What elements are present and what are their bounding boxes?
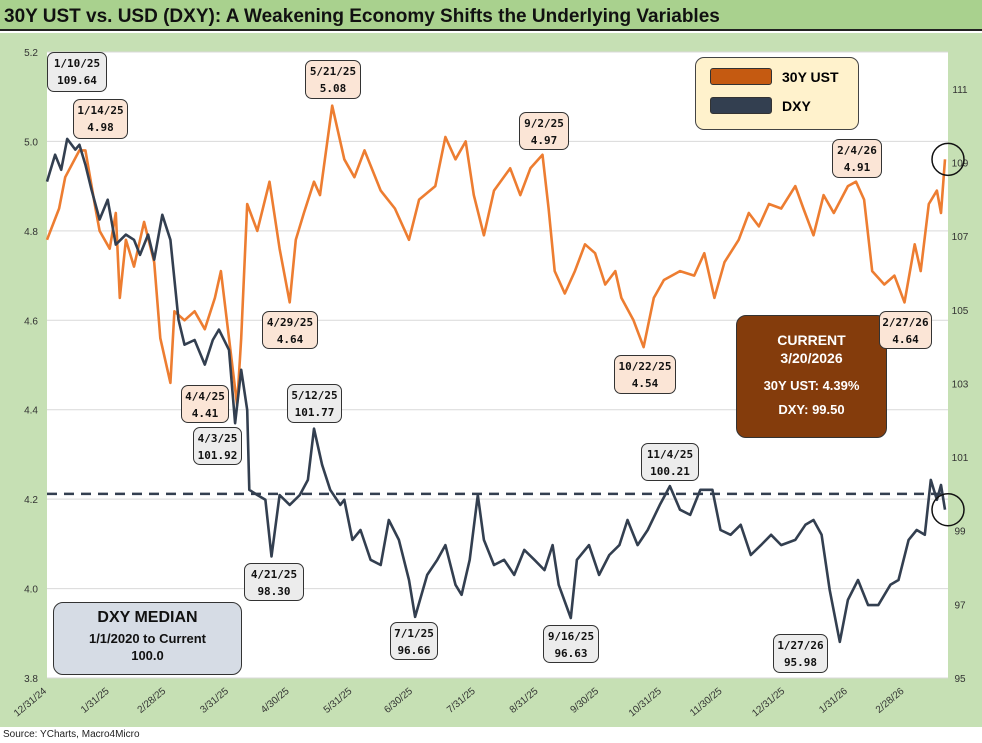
callout-dxy-11-4-25: 11/4/25 100.21 <box>641 443 699 481</box>
y-left-tick-label: 4.2 <box>24 495 38 506</box>
callout-dxy-4-3-25: 4/3/25 101.92 <box>193 427 242 465</box>
y-right-tick-label: 111 <box>952 85 968 96</box>
current-title: CURRENT <box>777 332 846 348</box>
x-tick-label: 3/31/25 <box>198 686 231 716</box>
x-tick-label: 10/31/25 <box>627 686 664 720</box>
callout-ust-4-4-25: 4/4/25 4.41 <box>181 385 229 423</box>
x-tick-label: 6/30/25 <box>382 686 415 716</box>
callout-ust-5-21-25: 5/21/25 5.08 <box>305 60 361 99</box>
y-right-tick-label: 101 <box>952 453 969 464</box>
legend-item-dxy: DXY <box>710 97 811 114</box>
y-right-tick-label: 95 <box>954 674 966 685</box>
dxy-median-box: DXY MEDIAN 1/1/2020 to Current 100.0 <box>53 602 242 675</box>
median-value: 100.0 <box>131 648 164 663</box>
chart-title: 30Y UST vs. USD (DXY): A Weakening Econo… <box>0 0 982 31</box>
legend-swatch-dxy <box>710 97 772 114</box>
x-tick-label: 12/31/24 <box>12 686 49 720</box>
median-period: 1/1/2020 to Current <box>88 631 207 646</box>
x-tick-label: 1/31/26 <box>817 686 850 716</box>
y-right-tick-label: 109 <box>952 158 969 169</box>
x-tick-label: 12/31/25 <box>750 686 787 720</box>
current-date: 3/20/2026 <box>780 350 843 366</box>
x-tick-label: 5/31/25 <box>322 686 355 716</box>
x-tick-label: 11/30/25 <box>688 686 725 719</box>
x-tick-label: 9/30/25 <box>568 686 601 716</box>
legend: 30Y UST DXY <box>695 57 859 130</box>
median-title: DXY MEDIAN <box>97 609 198 626</box>
y-left-tick-label: 3.8 <box>24 674 38 685</box>
callout-dxy-1-10-25: 1/10/25 109.64 <box>47 52 107 92</box>
legend-label-ust: 30Y UST <box>782 68 839 85</box>
current-ust-circle <box>931 142 965 177</box>
current-values-box: CURRENT 3/20/2026 30Y UST: 4.39% DXY: 99… <box>736 315 887 438</box>
callout-ust-9-2-25: 9/2/25 4.97 <box>519 112 569 150</box>
x-tick-label: 1/31/25 <box>79 686 112 716</box>
x-tick-label: 2/28/25 <box>136 686 169 716</box>
x-tick-label: 4/30/25 <box>259 686 292 716</box>
callout-dxy-5-12-25: 5/12/25 101.77 <box>287 384 342 423</box>
current-ust: 30Y UST: 4.39% <box>763 378 860 393</box>
y-left-tick-label: 4.0 <box>24 585 38 596</box>
y-right-tick-label: 97 <box>954 600 966 611</box>
x-tick-label: 8/31/25 <box>508 686 541 716</box>
y-left-tick-label: 4.8 <box>24 227 38 238</box>
y-right-tick-label: 103 <box>952 379 969 390</box>
callout-ust-2-4-26: 2/4/26 4.91 <box>832 139 882 178</box>
x-tick-label: 2/28/26 <box>874 686 907 716</box>
callout-ust-10-22-25: 10/22/25 4.54 <box>614 355 676 394</box>
callout-dxy-1-27-26: 1/27/26 95.98 <box>773 634 828 673</box>
callout-ust-1-14-25: 1/14/25 4.98 <box>73 99 128 139</box>
legend-label-dxy: DXY <box>782 97 811 114</box>
x-tick-label: 7/31/25 <box>445 686 478 716</box>
callout-dxy-9-16-25: 9/16/25 96.63 <box>543 625 599 663</box>
callout-ust-4-29-25: 4/29/25 4.64 <box>262 311 318 349</box>
series-line-30y-ust <box>45 104 947 407</box>
series-line-dxy <box>45 137 947 644</box>
y-left-tick-label: 5.2 <box>24 48 38 59</box>
legend-swatch-ust <box>710 68 772 85</box>
current-dxy-circle <box>931 492 965 527</box>
legend-item-ust: 30Y UST <box>710 68 839 85</box>
callout-dxy-4-21-25: 4/21/25 98.30 <box>244 563 304 601</box>
callout-ust-2-27-26: 2/27/26 4.64 <box>879 311 932 349</box>
y-right-tick-label: 105 <box>952 306 969 317</box>
source-note: Source: YCharts, Macro4Micro <box>3 729 140 740</box>
y-right-tick-label: 107 <box>952 232 969 243</box>
current-dxy: DXY: 99.50 <box>778 402 845 417</box>
y-left-tick-label: 4.4 <box>24 406 38 417</box>
y-right-tick-label: 99 <box>954 527 966 538</box>
y-left-tick-label: 4.6 <box>24 316 38 327</box>
callout-dxy-7-1-25: 7/1/25 96.66 <box>390 622 438 660</box>
y-left-tick-label: 5.0 <box>24 137 38 148</box>
